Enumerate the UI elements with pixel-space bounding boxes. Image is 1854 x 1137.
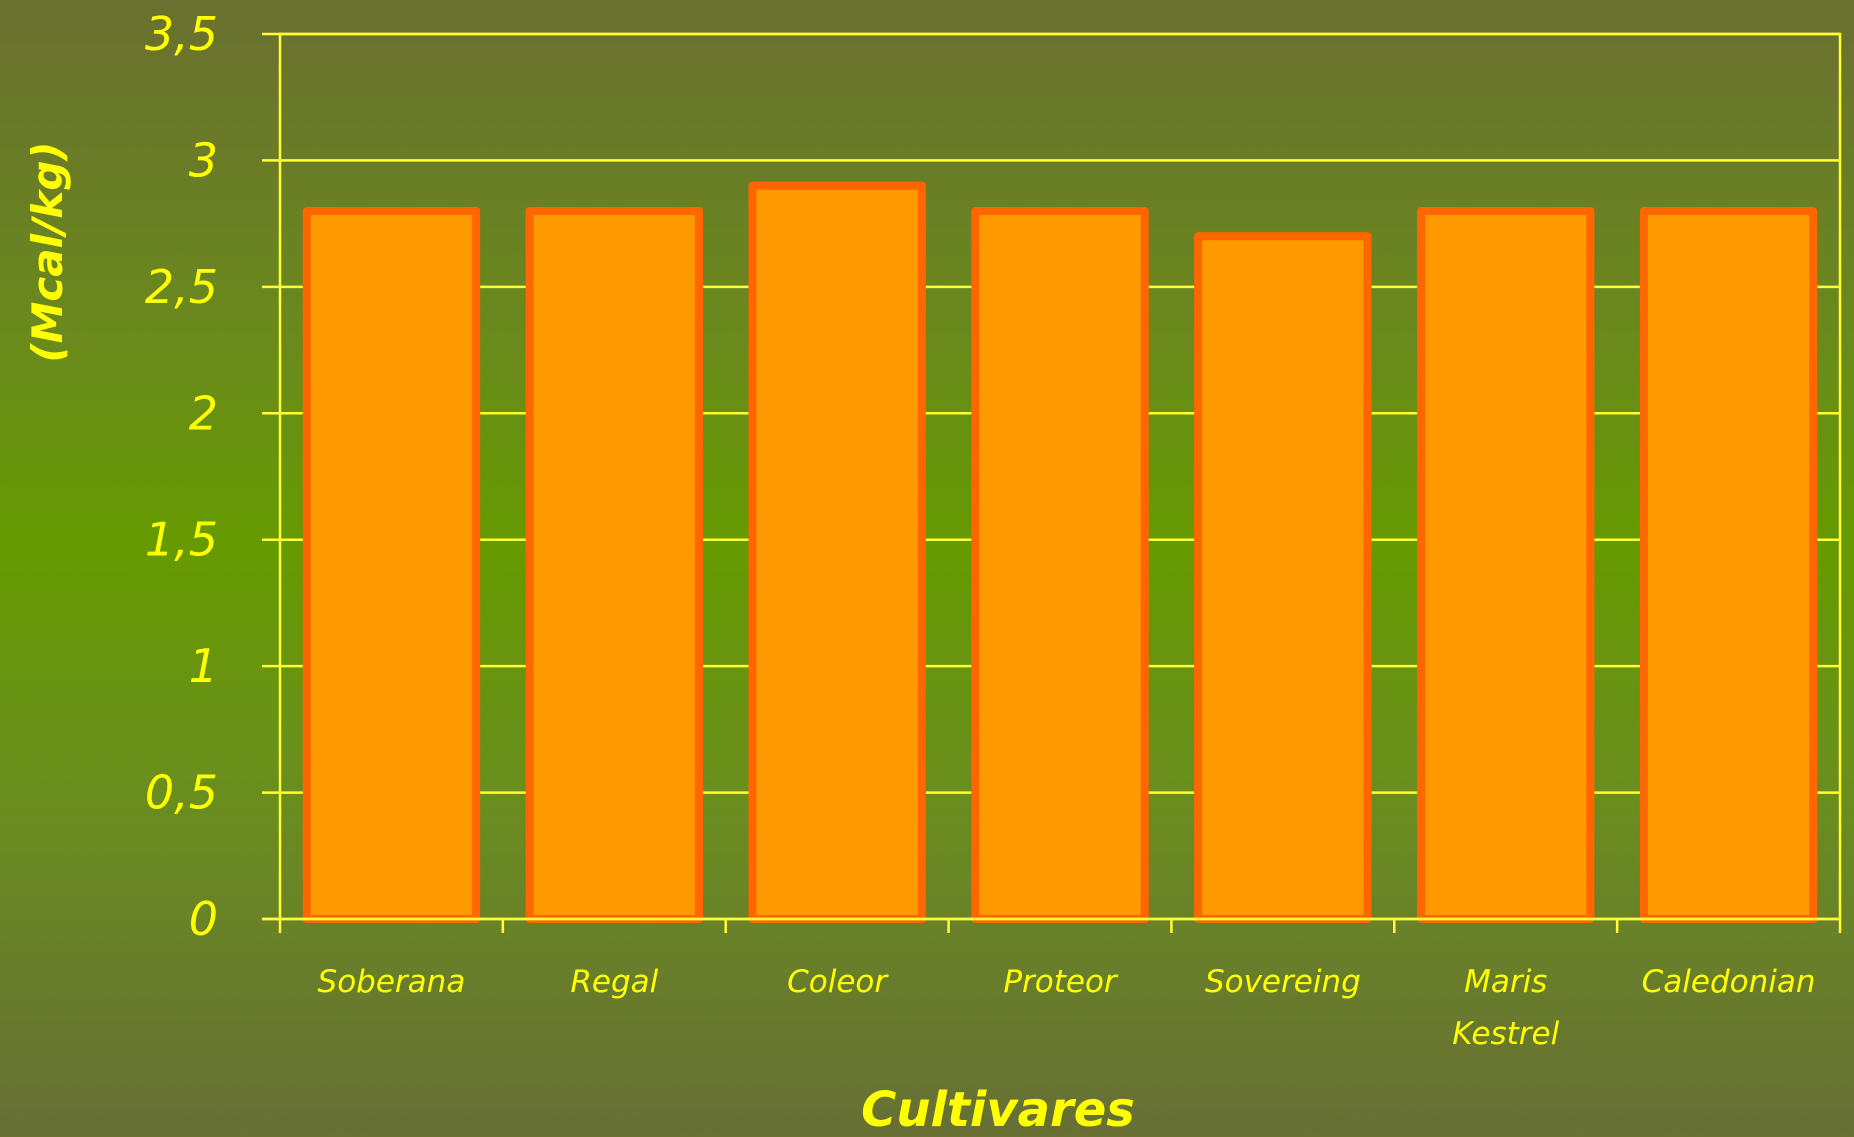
bar <box>1639 207 1818 923</box>
bar <box>302 207 481 923</box>
labels-layer: 0 0,5 1 1,5 2 2,5 3 3,5 Soberana Regal Coleor Prote… <box>145 7 1816 1052</box>
y-axis-title: (Mcal/kg) <box>23 141 72 362</box>
y-tick-label: 2,5 <box>145 260 218 314</box>
x-tick-label: Proteor <box>1003 964 1119 1000</box>
y-tick-label: 1 <box>189 639 218 693</box>
x-tick-label: Maris Kestrel <box>1452 964 1559 1052</box>
bar <box>525 207 703 923</box>
axes-layer <box>262 32 1842 933</box>
y-tick-label: 0,5 <box>145 766 218 820</box>
bar <box>1417 207 1595 923</box>
x-tick-label: Sovereing <box>1205 964 1361 1000</box>
x-tick-label: Caledonian <box>1642 964 1816 1000</box>
y-tick-label: 2 <box>189 386 218 440</box>
x-axis-title: Cultivares <box>861 1082 1135 1133</box>
y-tick-label: 1,5 <box>145 513 218 567</box>
bars-layer <box>302 181 1818 924</box>
bar <box>748 181 926 923</box>
x-tick-label: Coleor <box>787 964 889 1000</box>
x-tick-label: Regal <box>570 964 658 1000</box>
bar <box>1194 232 1372 924</box>
y-tick-label: 3 <box>189 133 218 187</box>
bar <box>971 207 1149 923</box>
x-tick-label: Soberana <box>318 964 466 1000</box>
y-tick-label: 0 <box>189 892 218 946</box>
y-tick-label: 3,5 <box>145 7 218 61</box>
